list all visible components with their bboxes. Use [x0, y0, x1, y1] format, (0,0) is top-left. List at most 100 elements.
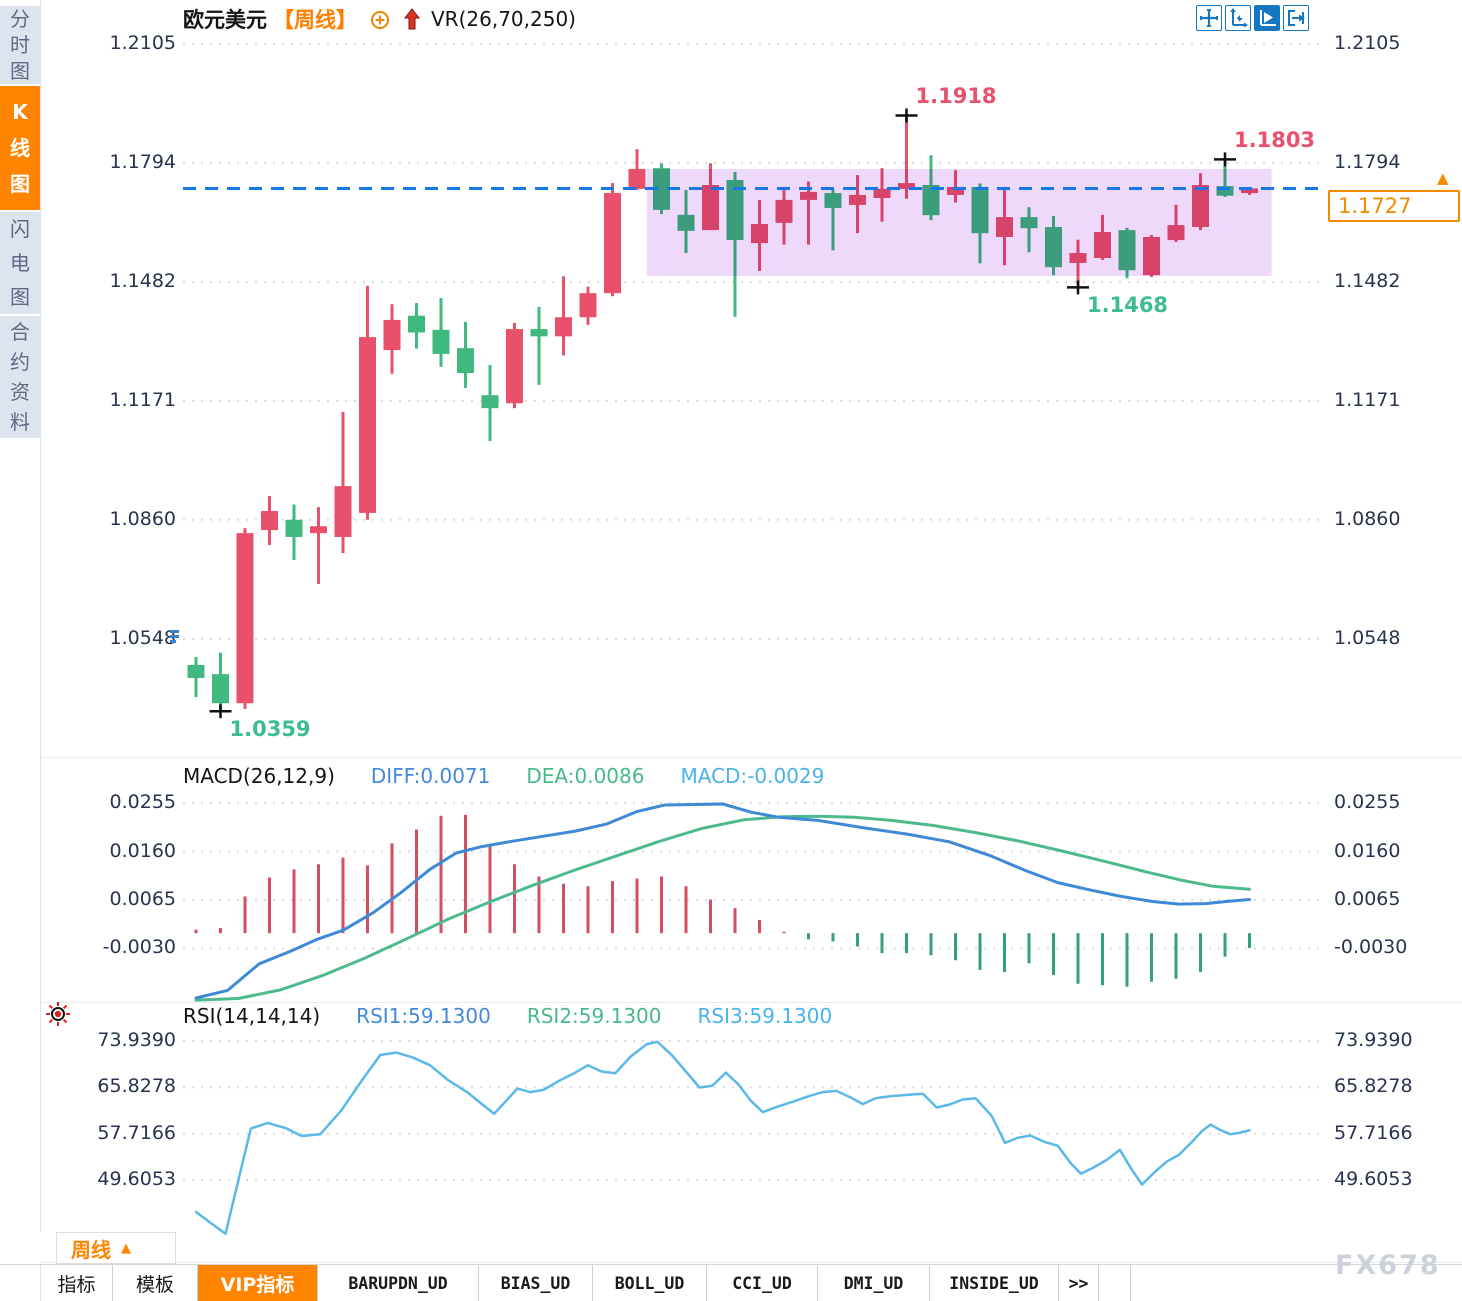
- macd-hist-bar: [1174, 933, 1178, 979]
- candle-body: [628, 168, 646, 189]
- bottom-tab-cci[interactable]: CCI_UD: [707, 1265, 818, 1301]
- y-axis-label: 49.6053: [1334, 1167, 1413, 1190]
- play-axis-icon[interactable]: [1254, 5, 1280, 31]
- y-axis-label: 0.0255: [109, 791, 176, 813]
- macd-header: MACD(26,12,9) DIFF:0.0071 DEA:0.0086 MACD:…: [183, 764, 824, 788]
- y-axis-label: -0.0030: [1334, 936, 1408, 959]
- y-axis-label: 1.1794: [1334, 150, 1401, 173]
- y-axis-label: 0.0065: [109, 887, 176, 910]
- pan-right-icon[interactable]: [1283, 5, 1309, 31]
- bottom-tab-indicators[interactable]: 指标: [41, 1265, 113, 1301]
- candle-body: [408, 315, 425, 333]
- macd-hist-bar: [562, 883, 565, 934]
- rsi-readout: RSI2:59.1300: [526, 1004, 662, 1028]
- sidebar-tab-time-chart[interactable]: 分时图: [0, 6, 40, 84]
- bottom-tab-bias[interactable]: BIAS_UD: [479, 1265, 593, 1301]
- macd-hist-bar: [1101, 933, 1104, 986]
- candle: [285, 504, 303, 560]
- macd-hist-bar: [733, 908, 737, 934]
- candle-body: [530, 329, 548, 337]
- bottom-tab-templates[interactable]: 模板: [113, 1265, 198, 1301]
- period-selector-button[interactable]: 周线 ▲: [56, 1232, 176, 1264]
- axis-scale-icon[interactable]: [1225, 5, 1251, 31]
- chart-toolbar: [1196, 5, 1309, 31]
- y-axis-label: 1.1171: [109, 388, 176, 411]
- period-tag: 【周线】: [273, 8, 357, 32]
- y-axis-label: 0.0065: [1334, 887, 1401, 910]
- candle-wick: [562, 276, 565, 356]
- sidebar-tab-flash-chart[interactable]: 闪电图: [0, 212, 40, 314]
- candle: [310, 507, 327, 584]
- candle-body: [383, 319, 401, 351]
- macd-hist-bar: [880, 933, 884, 954]
- macd-hist-bar: [929, 933, 933, 956]
- candle: [261, 496, 278, 545]
- chart-header: 欧元美元 【周线】 VR(26,70,250): [183, 4, 576, 34]
- macd-hist-bar: [1003, 933, 1006, 972]
- macd-hist-bar: [635, 878, 639, 934]
- candle-body: [506, 329, 523, 404]
- circle-plus-icon[interactable]: [369, 8, 391, 30]
- watermark: FX678: [1335, 1250, 1441, 1281]
- current-price-value: 1.1727: [1338, 194, 1412, 218]
- candle-wick: [341, 412, 345, 554]
- y-axis-label: 1.2105: [1334, 32, 1401, 54]
- pane-divider: [40, 757, 1462, 758]
- symbol-title: 欧元美元: [183, 8, 267, 32]
- rsi-readouts: RSI1:59.1300 RSI2:59.1300 RSI3:59.1300: [320, 1004, 832, 1028]
- macd-hist-bar: [856, 933, 859, 947]
- candle: [334, 412, 352, 554]
- macd-hist-bar: [1076, 933, 1080, 984]
- macd-hist-bar: [439, 815, 443, 934]
- annotation-label: 1.0359: [229, 717, 311, 742]
- range-zone: [646, 168, 1272, 276]
- rsi-header: RSI(14,14,14) RSI1:59.1300 RSI2:59.1300 RS…: [183, 1004, 832, 1028]
- macd-hist-bar: [782, 931, 786, 934]
- bottom-tab-bar: 指标 模板 VIP指标 BARUPDN_UD BIAS_UD BOLL_UD CCI_UD D…: [0, 1264, 1462, 1301]
- macd-hist-bar: [1199, 933, 1202, 972]
- macd-hist-bar: [1027, 933, 1031, 964]
- indicator-settings-icon[interactable]: [45, 1001, 71, 1031]
- bottom-tab-vip-indicators[interactable]: VIP指标: [198, 1265, 318, 1301]
- macd-readout: DEA:0.0086: [526, 764, 645, 788]
- macd-label: MACD(26,12,9): [183, 764, 335, 788]
- bottom-tab-inside[interactable]: INSIDE_UD: [930, 1265, 1059, 1301]
- macd-hist-bar: [219, 928, 222, 934]
- candle: [579, 286, 597, 325]
- crosshair-icon[interactable]: [1196, 5, 1222, 31]
- macd-hist-bar: [1150, 933, 1153, 982]
- annotation-label: 1.1468: [1087, 293, 1169, 318]
- macd-hist-bar: [268, 877, 271, 934]
- dea-line: [194, 814, 1251, 1002]
- sidebar-tab-contract-info[interactable]: 合约资料: [0, 316, 40, 438]
- candle: [530, 306, 548, 385]
- macd-hist-bar: [807, 933, 810, 940]
- chevron-up-icon: ▲: [121, 1240, 131, 1256]
- bottom-tab-boll[interactable]: BOLL_UD: [593, 1265, 707, 1301]
- bottom-tab-more[interactable]: >>: [1059, 1265, 1099, 1301]
- macd-hist-bar: [954, 933, 957, 961]
- macd-hist-bar: [1125, 933, 1129, 987]
- candle-body: [187, 664, 205, 678]
- candle: [604, 183, 621, 297]
- current-price-tag: 1.1727: [1328, 190, 1460, 222]
- y-axis-label: 1.1171: [1334, 388, 1401, 411]
- macd-hist-bar: [586, 886, 590, 934]
- y-axis-label: 57.7166: [1334, 1121, 1413, 1144]
- candle: [383, 304, 401, 374]
- candle: [555, 276, 572, 356]
- macd-hist-bar: [611, 881, 614, 934]
- bottom-tab-barupdn[interactable]: BARUPDN_UD: [318, 1265, 479, 1301]
- macd-hist-bar: [978, 933, 982, 970]
- candle: [236, 528, 254, 709]
- annotation-cross: [209, 704, 232, 719]
- macd-hist-bar: [390, 843, 394, 934]
- candle: [432, 298, 450, 367]
- y-axis-label: 65.8278: [97, 1075, 176, 1098]
- bottom-tab-dmi[interactable]: DMI_UD: [818, 1265, 930, 1301]
- macd-hist-bar: [464, 814, 467, 934]
- annotation-cross: [1214, 152, 1236, 167]
